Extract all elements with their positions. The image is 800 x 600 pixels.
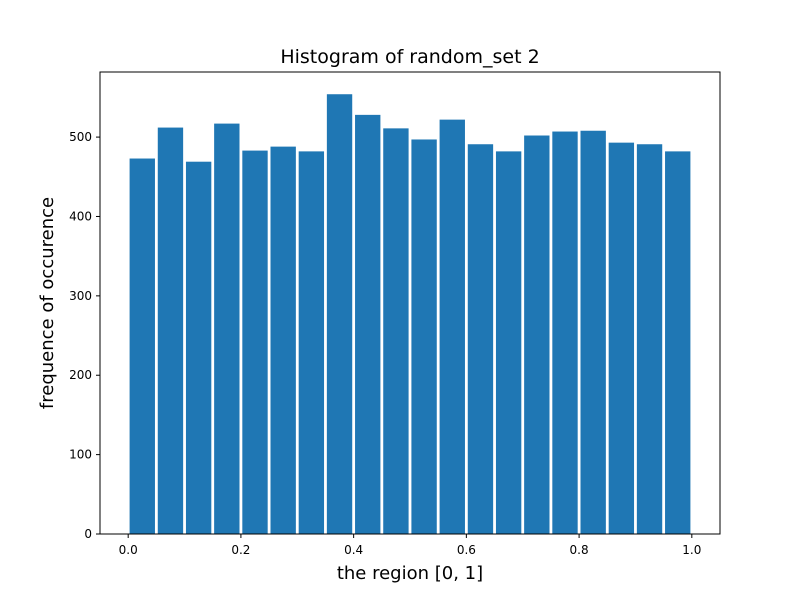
histogram-bar (608, 142, 635, 535)
histogram-bar (495, 151, 522, 534)
histogram-bar (580, 130, 606, 535)
histogram-bar (383, 128, 409, 534)
x-axis-ticks: 0.0 0.2 0.4 0.6 0.8 1.0 (119, 534, 701, 557)
histogram-bar (665, 151, 691, 534)
y-axis-ticks: 0 100 200 300 400 500 (69, 130, 100, 541)
histogram-bar (326, 94, 353, 534)
histogram-bar (636, 144, 663, 534)
chart-title: Histogram of random_set 2 (280, 46, 539, 68)
y-tick-label: 100 (69, 448, 92, 462)
y-tick-label: 200 (69, 368, 92, 382)
histogram-bar (355, 114, 381, 535)
histogram-bar (185, 161, 212, 534)
bars-group (129, 94, 691, 535)
histogram-bar (298, 151, 325, 534)
y-axis-label: frequence of occurence (37, 197, 58, 409)
histogram-bar (157, 127, 184, 534)
x-axis-label: the region [0, 1] (337, 563, 483, 584)
x-tick-label: 0.4 (344, 543, 363, 557)
histogram-bar (552, 131, 578, 535)
x-tick-label: 0.6 (457, 543, 476, 557)
x-tick-label: 0.2 (231, 543, 250, 557)
y-tick-label: 500 (69, 130, 92, 144)
x-tick-label: 0.0 (119, 543, 138, 557)
histogram-bar (242, 150, 268, 534)
histogram-bar (439, 119, 465, 534)
histogram-bar (270, 146, 296, 534)
histogram-bar (411, 139, 437, 534)
histogram-bar (467, 144, 494, 534)
y-tick-label: 0 (84, 527, 92, 541)
y-tick-label: 300 (69, 289, 92, 303)
histogram-bar (214, 123, 240, 535)
plot-area-frame (99, 71, 721, 535)
y-tick-label: 400 (69, 209, 92, 223)
histogram-bar (524, 135, 550, 534)
histogram-bar (129, 158, 155, 535)
x-tick-label: 1.0 (682, 543, 701, 557)
x-tick-label: 0.8 (570, 543, 589, 557)
